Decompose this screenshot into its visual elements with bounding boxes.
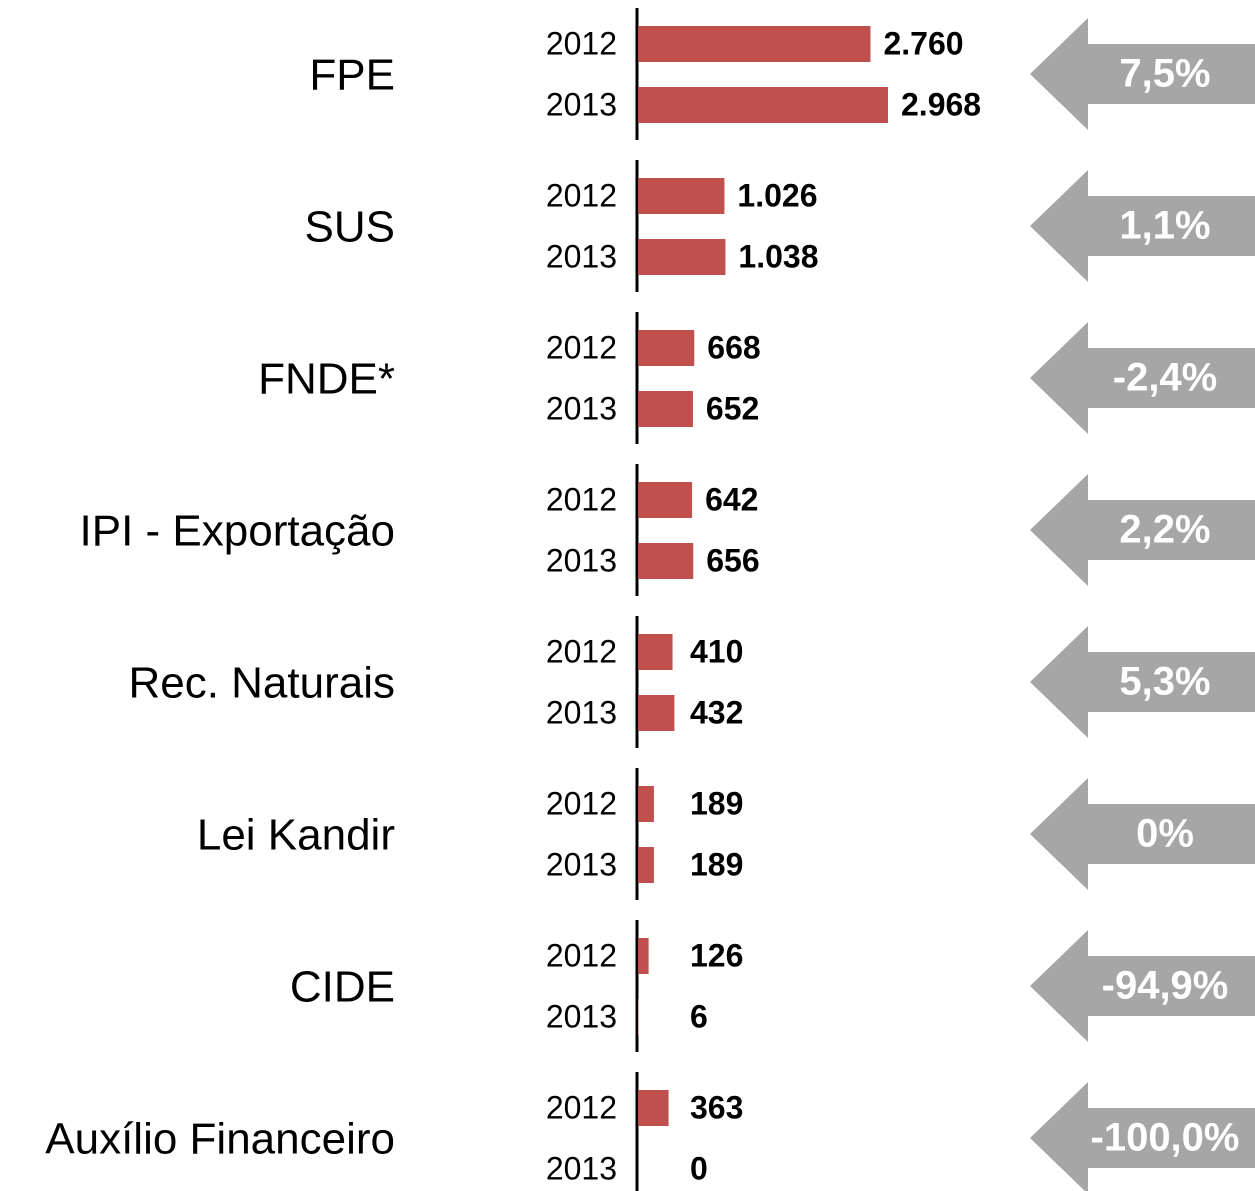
year-label: 2013 xyxy=(546,390,617,426)
value-label: 2.760 xyxy=(883,25,963,61)
category-label: IPI - Exportação xyxy=(80,507,395,556)
change-arrow xyxy=(1030,322,1255,434)
bar xyxy=(638,543,694,579)
category-label: SUS xyxy=(305,203,395,252)
value-label: 189 xyxy=(690,846,743,882)
value-label: 189 xyxy=(690,785,743,821)
year-label: 2012 xyxy=(546,633,617,669)
category-label: Rec. Naturais xyxy=(128,659,395,708)
value-label: 1.026 xyxy=(737,177,817,213)
change-label: 1,1% xyxy=(1119,204,1210,248)
bar xyxy=(638,87,888,123)
year-label: 2012 xyxy=(546,937,617,973)
year-label: 2013 xyxy=(546,238,617,274)
bar xyxy=(638,695,675,731)
category-label: FPE xyxy=(309,51,395,100)
change-label: -94,9% xyxy=(1102,964,1229,1008)
year-label: 2013 xyxy=(546,694,617,730)
year-label: 2013 xyxy=(546,1150,617,1186)
bar xyxy=(638,938,649,974)
change-label: 5,3% xyxy=(1119,660,1210,704)
bar xyxy=(638,482,693,518)
bar xyxy=(638,26,871,62)
change-label: 0% xyxy=(1136,812,1194,856)
value-label: 0 xyxy=(690,1150,708,1186)
year-label: 2012 xyxy=(546,1089,617,1125)
change-arrow xyxy=(1030,170,1255,282)
bar xyxy=(638,239,726,275)
value-label: 652 xyxy=(706,390,759,426)
value-label: 6 xyxy=(690,998,708,1034)
bar xyxy=(638,330,695,366)
change-label: -2,4% xyxy=(1113,356,1218,400)
value-label: 432 xyxy=(690,694,743,730)
category-label: Auxílio Financeiro xyxy=(45,1115,395,1164)
value-label: 126 xyxy=(690,937,743,973)
change-arrow xyxy=(1030,626,1255,738)
change-arrow xyxy=(1030,474,1255,586)
bar xyxy=(638,847,654,883)
bar xyxy=(638,999,639,1035)
year-label: 2013 xyxy=(546,846,617,882)
year-label: 2012 xyxy=(546,329,617,365)
category-label: Lei Kandir xyxy=(197,811,395,860)
category-label: CIDE xyxy=(290,963,395,1012)
bar xyxy=(638,634,673,670)
value-label: 642 xyxy=(705,481,758,517)
change-label: -100,0% xyxy=(1091,1116,1240,1160)
year-label: 2012 xyxy=(546,25,617,61)
year-label: 2012 xyxy=(546,785,617,821)
year-label: 2013 xyxy=(546,542,617,578)
bar xyxy=(638,786,654,822)
category-label: FNDE* xyxy=(258,355,395,404)
year-label: 2013 xyxy=(546,998,617,1034)
change-arrow xyxy=(1030,18,1255,130)
bar xyxy=(638,391,693,427)
change-arrow xyxy=(1030,930,1255,1042)
change-label: 7,5% xyxy=(1119,52,1210,96)
year-label: 2013 xyxy=(546,86,617,122)
value-label: 363 xyxy=(690,1089,743,1125)
value-label: 1.038 xyxy=(738,238,818,274)
bar xyxy=(638,178,725,214)
value-label: 656 xyxy=(706,542,759,578)
year-label: 2012 xyxy=(546,481,617,517)
value-label: 2.968 xyxy=(901,86,981,122)
bar xyxy=(638,1090,669,1126)
change-arrow xyxy=(1030,1082,1255,1191)
year-label: 2012 xyxy=(546,177,617,213)
value-label: 668 xyxy=(707,329,760,365)
change-arrow xyxy=(1030,778,1255,890)
value-label: 410 xyxy=(690,633,743,669)
change-label: 2,2% xyxy=(1119,508,1210,552)
